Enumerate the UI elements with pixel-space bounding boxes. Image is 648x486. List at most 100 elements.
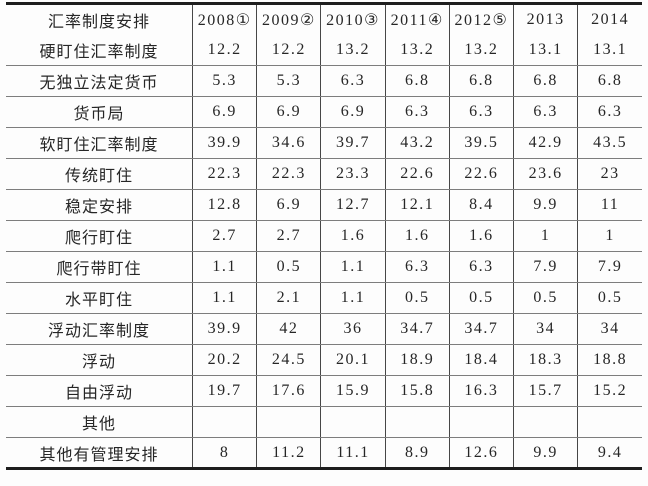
table-cell: 12.7: [320, 189, 386, 221]
column-header-year: 2008①: [192, 3, 257, 35]
table-cell: 20.1: [320, 344, 386, 376]
table-cell: 11.1: [320, 437, 386, 469]
table-row: 其他有管理安排 8 11.2 11.1 8.9 12.6 9.9 9.4: [6, 437, 642, 469]
table-cell: 12.1: [384, 189, 450, 221]
table-cell: 6.8: [448, 65, 514, 97]
table-title-cell: 汇率制度安排: [48, 13, 151, 31]
table-cell: 6.9: [256, 189, 321, 221]
row-label: 货币局: [6, 96, 193, 128]
table-cell: [256, 406, 321, 438]
table-cell: 2.1: [256, 282, 321, 314]
table-cell: 6.3: [384, 251, 450, 283]
table-cell: 22.3: [192, 158, 257, 190]
table-cell: 7.9: [513, 251, 578, 283]
column-header-year: 2013: [513, 3, 578, 35]
table-cell: [384, 406, 450, 438]
table-cell: [513, 406, 578, 438]
table-cell: 5.3: [192, 65, 257, 97]
table-cell: 22.6: [384, 158, 450, 190]
table-cell: 2.7: [192, 220, 257, 252]
table-cell: [577, 406, 642, 438]
table-cell: 13.2: [384, 34, 450, 66]
table-cell: 1.1: [320, 251, 386, 283]
table-cell: 6.8: [577, 65, 642, 97]
table-cell: 18.3: [513, 344, 578, 376]
table-cell: 6.9: [192, 96, 257, 128]
table-row: 水平盯住 1.1 2.1 1.1 0.5 0.5 0.5 0.5: [6, 282, 642, 314]
table-cell: 8.9: [384, 437, 450, 469]
row-label: 稳定安排: [6, 189, 193, 221]
table-row: 浮动 20.2 24.5 20.1 18.9 18.4 18.3 18.8: [6, 344, 642, 376]
table-cell: 1.6: [448, 220, 514, 252]
table-cell: 11.2: [256, 437, 321, 469]
table-cell: 0.5: [448, 282, 514, 314]
table-cell: 13.2: [448, 34, 514, 66]
table-cell: [448, 406, 514, 438]
table-cell: 0.5: [577, 282, 642, 314]
table-cell: 34: [513, 313, 578, 345]
exchange-rate-regime-table: 汇率制度安排 2008① 2009② 2010③ 2011④ 2012⑤ 2013 2014 …: [6, 2, 642, 470]
table-row: 自由浮动 19.7 17.6 15.9 15.8 16.3 15.7 15.2: [6, 375, 642, 407]
column-header-year: 2014: [577, 3, 642, 35]
table-row: 无独立法定货币 5.3 5.3 6.3 6.8 6.8 6.8 6.8: [6, 65, 642, 97]
table-cell: 6.3: [513, 96, 578, 128]
table-cell: 12.6: [448, 437, 514, 469]
table-cell: 42.9: [513, 127, 578, 159]
table-row: 稳定安排 12.8 6.9 12.7 12.1 8.4 9.9 11: [6, 189, 642, 221]
table-cell: 20.2: [192, 344, 257, 376]
table-cell: 15.7: [513, 375, 578, 407]
row-label: 爬行盯住: [6, 220, 193, 252]
table-cell: 11: [577, 189, 642, 221]
table-cell: 15.2: [577, 375, 642, 407]
table-cell: 15.9: [320, 375, 386, 407]
table-cell: 43.5: [577, 127, 642, 159]
table-cell: 17.6: [256, 375, 321, 407]
table-cell: 43.2: [384, 127, 450, 159]
row-label: 软盯住汇率制度: [6, 127, 193, 159]
table-cell: 22.3: [256, 158, 321, 190]
table-cell: 15.8: [384, 375, 450, 407]
table-cell: 6.9: [256, 96, 321, 128]
table-cell: 2.7: [256, 220, 321, 252]
table-cell: 1: [513, 220, 578, 252]
table-cell: 19.7: [192, 375, 257, 407]
table-cell: 18.9: [384, 344, 450, 376]
table-row: 爬行盯住 2.7 2.7 1.6 1.6 1.6 1 1: [6, 220, 642, 252]
table-cell: 34.7: [448, 313, 514, 345]
table-cell: 6.3: [320, 65, 386, 97]
table-cell: 6.9: [320, 96, 386, 128]
table-cell: 6.3: [577, 96, 642, 128]
column-header-year: 2009②: [256, 3, 321, 35]
table-row: 软盯住汇率制度 39.9 34.6 39.7 43.2 39.5 42.9 43.5: [6, 127, 642, 159]
table-cell: 36: [320, 313, 386, 345]
table-row: 爬行带盯住 1.1 0.5 1.1 6.3 6.3 7.9 7.9: [6, 251, 642, 283]
table-cell: 18.8: [577, 344, 642, 376]
table-cell: 1.6: [384, 220, 450, 252]
table-cell: 16.3: [448, 375, 514, 407]
table-cell: 34.7: [384, 313, 450, 345]
row-label: 水平盯住: [6, 282, 193, 314]
row-label: 无独立法定货币: [6, 65, 193, 97]
table-cell: 6.3: [448, 96, 514, 128]
table-cell: 0.5: [256, 251, 321, 283]
table-cell: 1.1: [192, 251, 257, 283]
column-header-year: 2012⑤: [448, 3, 514, 35]
table-cell: 22.6: [448, 158, 514, 190]
table-cell: 1.6: [320, 220, 386, 252]
row-label: 自由浮动: [6, 375, 193, 407]
table-cell: 23.6: [513, 158, 578, 190]
table-cell: 1.1: [320, 282, 386, 314]
row-label: 硬盯住汇率制度: [6, 34, 193, 66]
table-cell: 34: [577, 313, 642, 345]
table-cell: 34.6: [256, 127, 321, 159]
row-label: 浮动汇率制度: [6, 313, 193, 345]
table-cell: 12.2: [192, 34, 257, 66]
row-label: 传统盯住: [6, 158, 193, 190]
table-cell: 39.5: [448, 127, 514, 159]
table-cell: 7.9: [577, 251, 642, 283]
table-row: 货币局 6.9 6.9 6.9 6.3 6.3 6.3 6.3: [6, 96, 642, 128]
table-cell: 0.5: [384, 282, 450, 314]
table-cell: 13.1: [577, 34, 642, 66]
table-cell: 42: [256, 313, 321, 345]
